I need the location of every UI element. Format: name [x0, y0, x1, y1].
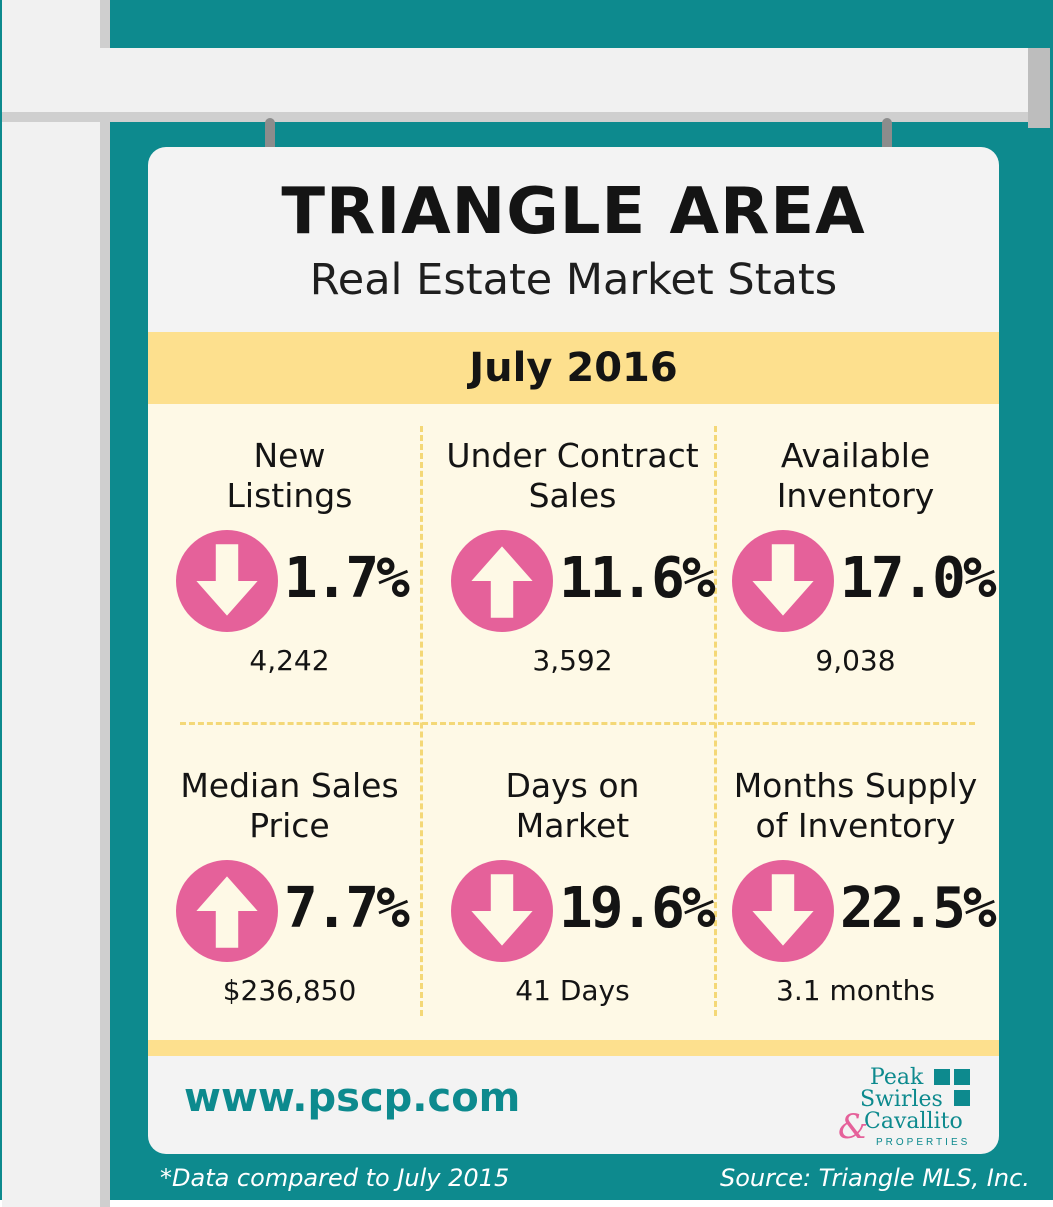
arrow-down-icon — [732, 860, 834, 962]
stat-change: 7.7% — [284, 876, 410, 941]
stat-change: 1.7% — [284, 546, 410, 611]
row-divider — [180, 722, 975, 725]
bottom-band — [148, 1040, 999, 1056]
sign-subtitle: Real Estate Market Stats — [309, 255, 838, 305]
stat-days-on-market: Days on Market 19.6% 41 Days — [431, 734, 716, 1034]
stat-value: 3,592 — [532, 644, 613, 677]
arrow-down-icon — [451, 860, 553, 962]
stat-value: $236,850 — [222, 974, 357, 1007]
stat-value: 41 Days — [515, 974, 630, 1007]
stat-change: 17.0% — [840, 546, 997, 611]
sign-post-vertical — [2, 0, 110, 1207]
sign-post-arm — [2, 48, 1030, 122]
stat-available-inventory: Available Inventory 17.0% 9,038 — [714, 404, 997, 704]
stat-change: 22.5% — [840, 876, 997, 941]
stat-new-listings: New Listings 1.7% 4,242 — [148, 404, 431, 704]
stat-value: 3.1 months — [776, 974, 935, 1007]
stat-label: New Listings — [226, 436, 353, 515]
stat-under-contract-sales: Under Contract Sales 11.6% 3,592 — [431, 404, 716, 704]
stat-label: Under Contract Sales — [446, 436, 699, 515]
stats-panel: New Listings 1.7% 4,242 Under Contract Sal… — [148, 404, 999, 1040]
stat-months-supply: Months Supply of Inventory 22.5% 3.1 mont… — [714, 734, 997, 1034]
stat-label: Available Inventory — [776, 436, 935, 515]
stat-label: Months Supply of Inventory — [733, 766, 978, 845]
stat-change: 11.6% — [559, 546, 716, 611]
website-link[interactable]: www.pscp.com — [184, 1075, 521, 1121]
stat-value: 4,242 — [249, 644, 330, 677]
source-note: Source: Triangle MLS, Inc. — [720, 1164, 1030, 1192]
sign-post-arm-end — [1028, 48, 1050, 128]
arrow-down-icon — [176, 530, 278, 632]
sign-title: TRIANGLE AREA — [281, 175, 866, 249]
period-banner: July 2016 — [148, 332, 999, 404]
stat-value: 9,038 — [815, 644, 896, 677]
arrow-up-icon — [176, 860, 278, 962]
footnote: *Data compared to July 2015 — [160, 1164, 510, 1192]
stat-change: 19.6% — [559, 876, 716, 941]
arrow-down-icon — [732, 530, 834, 632]
stat-label: Days on Market — [505, 766, 640, 845]
column-divider — [420, 426, 423, 1016]
arrow-up-icon — [451, 530, 553, 632]
stat-median-sales-price: Median Sales Price 7.7% $236,850 — [148, 734, 431, 1034]
column-divider — [714, 426, 717, 1016]
sign-board: TRIANGLE AREA Real Estate Market Stats J… — [148, 147, 999, 1154]
stat-label: Median Sales Price — [180, 766, 399, 845]
company-logo: Peak Swirles & Cavallito PROPERTIES — [838, 1065, 971, 1148]
